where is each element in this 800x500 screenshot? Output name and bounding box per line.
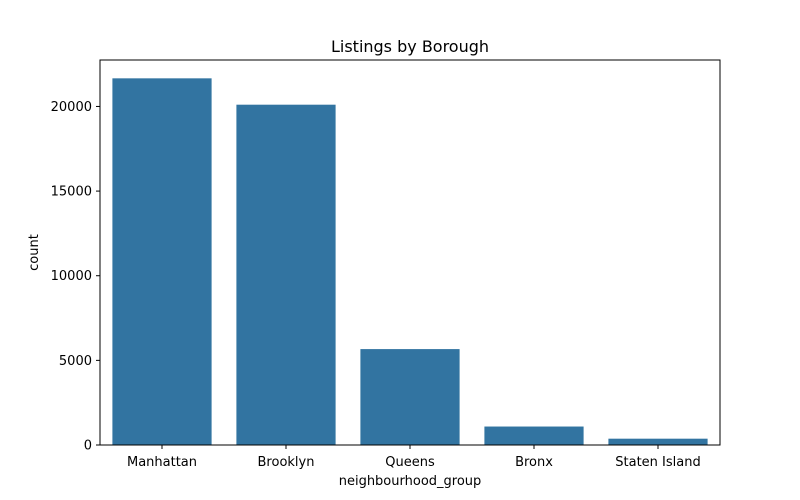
y-tick-label: 20000 — [51, 100, 92, 115]
bar-queens — [360, 349, 460, 445]
y-axis-label: count — [27, 234, 42, 271]
x-tick-label: Bronx — [515, 455, 553, 470]
x-tick-label: Staten Island — [615, 455, 700, 470]
x-tick-label: Queens — [385, 455, 435, 470]
y-tick-label: 5000 — [59, 354, 92, 369]
y-tick-label: 0 — [84, 439, 92, 454]
bars-group — [112, 78, 708, 446]
y-tick-label: 10000 — [51, 269, 92, 284]
x-tick-label: Brooklyn — [258, 455, 315, 470]
plot-area-frame — [99, 59, 721, 446]
x-axis-label: neighbourhood_group — [339, 474, 482, 489]
y-axis-ticks: 0 5000 10000 15000 20000 — [51, 100, 100, 454]
bar-manhattan — [112, 78, 212, 446]
chart-title: Listings by Borough — [331, 37, 489, 56]
bar-bronx — [484, 426, 584, 445]
x-axis-ticks: Manhattan Brooklyn Queens Bronx Staten Islan… — [127, 445, 701, 470]
bar-brooklyn — [236, 104, 336, 445]
bar-staten-island — [608, 438, 708, 445]
x-tick-label: Manhattan — [127, 455, 197, 470]
y-tick-label: 15000 — [51, 185, 92, 200]
